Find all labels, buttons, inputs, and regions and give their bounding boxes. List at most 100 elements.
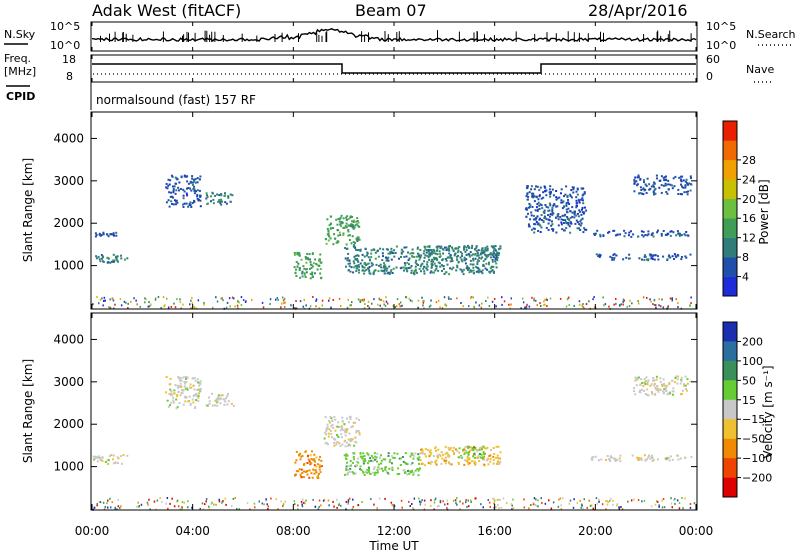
data-cell (479, 270, 481, 273)
data-cell (415, 255, 418, 258)
data-cell (555, 216, 558, 219)
noise-cell (588, 499, 590, 502)
data-cell (218, 199, 221, 201)
data-cell (167, 178, 170, 181)
noise-cell (417, 306, 419, 309)
data-cell (613, 258, 615, 261)
noise-cell (535, 299, 537, 302)
data-cell (112, 232, 115, 235)
data-cell (355, 223, 358, 226)
noise-cell (456, 497, 458, 499)
noise-cell (267, 508, 269, 510)
data-cell (544, 204, 547, 206)
data-cell (364, 261, 367, 264)
data-cell (362, 471, 365, 474)
data-cell (468, 254, 471, 257)
noise-cell (379, 304, 381, 307)
data-cell (419, 452, 422, 455)
data-cell (303, 267, 306, 270)
data-cell (342, 429, 345, 432)
noise-cell (318, 307, 321, 310)
data-cell (115, 259, 118, 262)
data-cell (578, 209, 581, 212)
data-cell (172, 185, 175, 188)
data-cell (304, 256, 307, 258)
noise-cell (446, 507, 448, 510)
data-cell (416, 247, 419, 250)
data-cell (195, 190, 197, 193)
noise-cell (544, 303, 546, 306)
data-cell (652, 185, 655, 188)
data-cell (392, 267, 395, 270)
data-cell (434, 264, 437, 267)
noise-cell (312, 296, 314, 298)
data-cell (217, 396, 220, 399)
data-cell (307, 454, 309, 457)
data-cell (411, 471, 414, 473)
data-cell (532, 227, 535, 230)
data-cell (165, 201, 168, 204)
data-cell (185, 396, 188, 399)
data-cell (176, 201, 179, 204)
noise-cell (612, 503, 614, 506)
data-cell (423, 453, 426, 456)
data-cell (529, 218, 532, 221)
data-cell (432, 455, 435, 458)
data-cell (662, 230, 665, 232)
data-cell (457, 261, 460, 264)
data-cell (494, 254, 497, 257)
data-cell (454, 247, 457, 250)
data-cell (615, 254, 618, 257)
noise-cell (135, 299, 137, 302)
noise-cell (370, 498, 372, 500)
date-title: 28/Apr/2016 (588, 1, 688, 20)
noise-cell (455, 502, 457, 505)
data-cell (367, 453, 370, 456)
data-cell (469, 259, 472, 262)
data-cell (682, 186, 685, 189)
noise-cell (620, 303, 622, 306)
data-cell (295, 275, 298, 277)
nsky-line (91, 28, 697, 42)
data-cell (483, 265, 486, 267)
data-cell (298, 254, 301, 257)
data-cell (398, 257, 400, 260)
data-cell (482, 249, 485, 252)
data-cell (472, 269, 475, 272)
data-cell (670, 230, 673, 233)
data-cell (309, 272, 312, 275)
noise-cell (631, 302, 633, 305)
data-cell (495, 252, 498, 255)
noise-cell (177, 505, 180, 508)
data-cell (387, 259, 390, 262)
data-cell (354, 254, 357, 257)
noise-cell (236, 507, 238, 510)
data-cell (315, 471, 318, 474)
data-cell (556, 215, 559, 218)
colorbar-tick-label: 8 (742, 251, 749, 264)
data-cell (199, 199, 202, 202)
data-cell (93, 458, 96, 461)
data-cell (398, 457, 401, 460)
data-cell (575, 190, 578, 193)
noise-cell (109, 497, 111, 500)
data-cell (425, 251, 428, 254)
data-cell (294, 461, 297, 464)
data-cell (341, 420, 344, 423)
data-cell (676, 382, 679, 385)
data-cell (113, 259, 116, 262)
data-cell (333, 233, 336, 236)
noise-cell (351, 508, 354, 511)
data-cell (646, 381, 649, 384)
noise-cell (352, 505, 354, 508)
data-cell (462, 268, 465, 271)
data-cell (405, 255, 408, 258)
data-cell (418, 267, 421, 270)
data-cell (94, 455, 97, 458)
data-cell (636, 184, 639, 187)
data-cell (482, 451, 485, 454)
data-cell (300, 455, 303, 458)
data-cell (423, 260, 426, 263)
data-cell (665, 175, 667, 178)
data-cell (449, 267, 452, 270)
